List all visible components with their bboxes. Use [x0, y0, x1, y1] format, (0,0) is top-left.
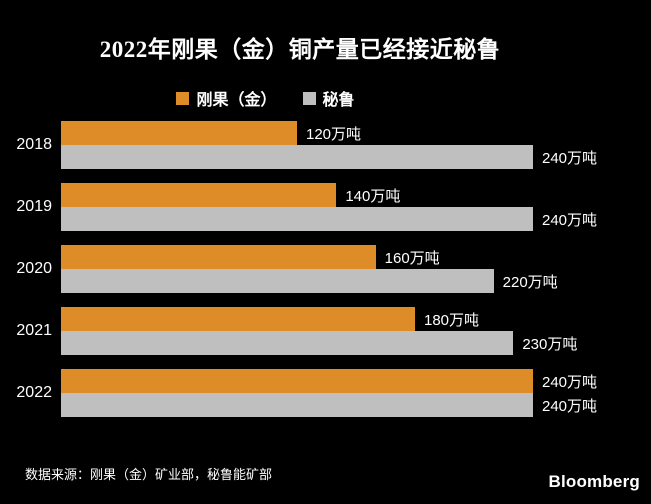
congo-bar	[61, 307, 415, 331]
year-label: 2022	[16, 384, 52, 401]
congo-swatch-icon	[176, 91, 190, 105]
peru-bar-line: 240万吨	[61, 207, 651, 231]
peru-bar	[61, 269, 494, 293]
peru-value-label: 240万吨	[542, 211, 598, 229]
congo-bar-line: 240万吨	[61, 369, 651, 393]
peru-value-label: 220万吨	[502, 273, 558, 291]
chart-row: 2019 140万吨 240万吨	[0, 183, 651, 231]
peru-swatch-icon	[302, 91, 316, 105]
bloomberg-logo: Bloomberg	[548, 472, 640, 491]
bar-group: 140万吨 240万吨	[61, 183, 651, 231]
congo-bar-line: 160万吨	[61, 245, 651, 269]
legend-label-peru: 秘鲁	[322, 92, 355, 109]
congo-value-label: 180万吨	[424, 311, 480, 329]
congo-bar	[61, 183, 337, 207]
bar-chart: 2018 120万吨 240万吨 2019 140万吨 240万吨	[0, 121, 651, 431]
year-label: 2018	[16, 136, 52, 153]
peru-bar	[61, 331, 514, 355]
peru-bar-line: 240万吨	[61, 393, 651, 417]
congo-bar-line: 120万吨	[61, 121, 651, 145]
legend-item-congo: 刚果（金）	[176, 86, 277, 110]
peru-bar-line: 230万吨	[61, 331, 651, 355]
peru-value-label: 230万吨	[522, 335, 578, 353]
year-label: 2020	[16, 260, 52, 277]
peru-bar	[61, 393, 533, 417]
congo-bar	[61, 369, 533, 393]
congo-value-label: 240万吨	[542, 373, 598, 391]
chart-title: 2022年刚果（金）铜产量已经接近秘鲁	[99, 37, 501, 62]
congo-bar	[61, 121, 297, 145]
source-note: 数据来源：刚果（金）矿业部，秘鲁能矿部	[25, 467, 273, 482]
chart-row: 2020 160万吨 220万吨	[0, 245, 651, 293]
bar-group: 240万吨 240万吨	[61, 369, 651, 417]
legend: 刚果（金） 秘鲁	[0, 86, 531, 110]
chart-row: 2018 120万吨 240万吨	[0, 121, 651, 169]
bar-group: 120万吨 240万吨	[61, 121, 651, 169]
peru-value-label: 240万吨	[542, 397, 598, 415]
bar-group: 180万吨 230万吨	[61, 307, 651, 355]
legend-item-peru: 秘鲁	[302, 86, 355, 110]
chart-row: 2022 240万吨 240万吨	[0, 369, 651, 417]
bar-group: 160万吨 220万吨	[61, 245, 651, 293]
congo-bar-line: 180万吨	[61, 307, 651, 331]
year-label: 2019	[16, 198, 52, 215]
congo-value-label: 140万吨	[345, 187, 401, 205]
peru-bar-line: 240万吨	[61, 145, 651, 169]
peru-value-label: 240万吨	[542, 149, 598, 167]
peru-bar-line: 220万吨	[61, 269, 651, 293]
peru-bar	[61, 145, 533, 169]
congo-bar	[61, 245, 376, 269]
congo-value-label: 160万吨	[384, 249, 440, 267]
peru-bar	[61, 207, 533, 231]
chart-row: 2021 180万吨 230万吨	[0, 307, 651, 355]
congo-bar-line: 140万吨	[61, 183, 651, 207]
congo-value-label: 120万吨	[306, 125, 362, 143]
legend-label-congo: 刚果（金）	[196, 92, 277, 109]
year-label: 2021	[16, 322, 52, 339]
